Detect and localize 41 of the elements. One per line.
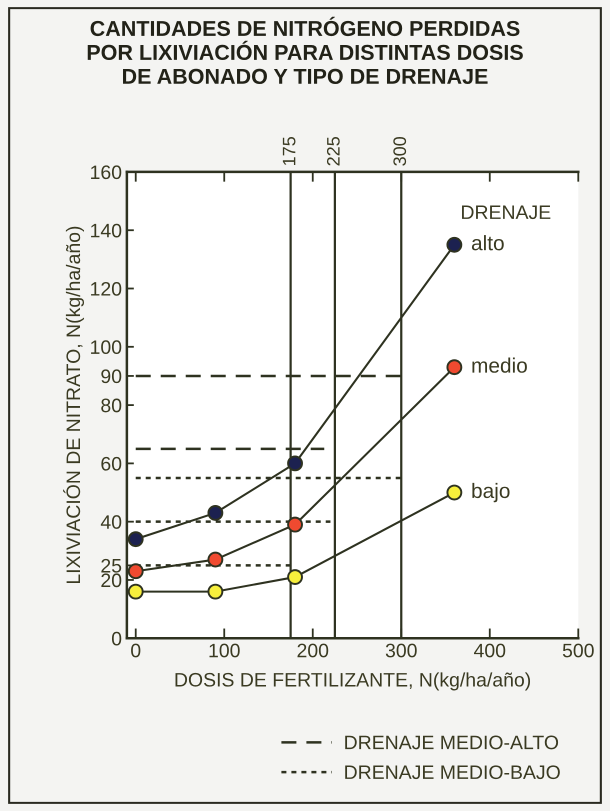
y-tick-label: 90 (101, 369, 122, 384)
x-axis-title: DOSIS DE FERTILIZANTE, N(kg/ha/año) (176, 672, 530, 690)
x-tick-label: 0 (131, 644, 140, 658)
point (287, 455, 303, 472)
y-axis-title: LIXIVIACIÓN DE NITRATO, N(kg/ha/año) (63, 226, 84, 584)
series-label: bajo (472, 482, 510, 502)
ref-line-label: 225 (326, 137, 340, 166)
y-tick-label: 100 (91, 340, 122, 354)
point (446, 236, 462, 253)
ref-line-label: 300 (393, 136, 406, 166)
point (207, 584, 224, 600)
series-label: medio (472, 357, 527, 373)
x-tick-label: 100 (210, 644, 240, 658)
series-label: alto (472, 235, 504, 250)
point (287, 516, 303, 533)
point (128, 563, 144, 580)
y-tick-label: 80 (101, 398, 122, 412)
point (207, 552, 224, 568)
y-tick-label: 160 (91, 165, 122, 180)
point (128, 584, 144, 600)
x-tick-label: 200 (298, 644, 328, 658)
y-tick-label: 20 (101, 573, 122, 588)
y-tick-label: 40 (100, 515, 122, 529)
point (207, 505, 224, 521)
x-tick-label: 400 (474, 644, 506, 658)
y-tick-label: 60 (101, 456, 122, 471)
point (128, 531, 144, 548)
point (446, 484, 462, 500)
x-tick-label: 500 (562, 644, 594, 658)
x-tick-label: 300 (386, 644, 417, 658)
ref-line-label: 175 (282, 137, 296, 165)
y-tick-label: 25 (101, 558, 122, 573)
legend-label: DRENAJE MEDIO-BAJO (345, 765, 560, 780)
annotation: DRENAJE (462, 206, 550, 220)
y-tick-label: 140 (91, 224, 122, 238)
y-tick-label: 0 (112, 632, 122, 646)
chart-title: CANTIDADES DE NITRÓGENO PERDIDAS POR LIXIVIACIÓN PARA DISTINTAS DOSIS DE ABONADO Y TIPO DE DRENAJE (88, 16, 523, 84)
y-tick-label: 120 (91, 282, 122, 296)
point (446, 359, 462, 376)
legend-label: DRENAJE MEDIO-ALTO (345, 736, 558, 750)
point (287, 569, 303, 585)
